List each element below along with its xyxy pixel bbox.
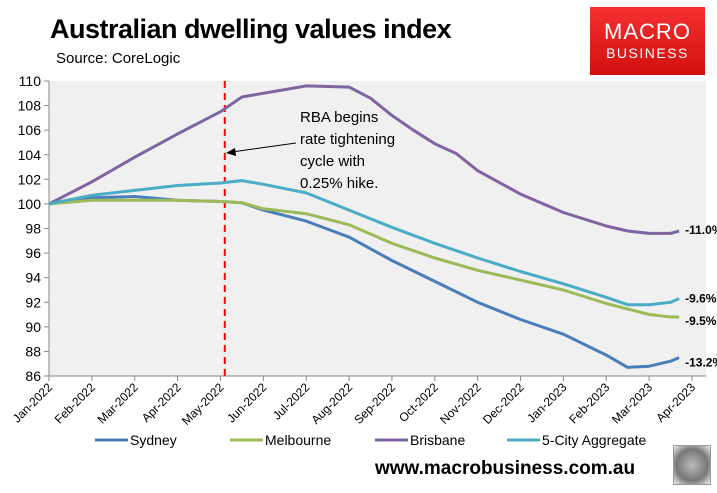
y-tick-label: 88 bbox=[25, 343, 41, 359]
y-tick-label: 96 bbox=[25, 245, 41, 261]
x-tick-label: Apr-2022 bbox=[139, 380, 184, 425]
end-label: -13.2% bbox=[685, 356, 717, 370]
x-tick-label: Apr-2023 bbox=[653, 380, 698, 425]
end-label: -9.6% bbox=[685, 292, 717, 306]
y-tick-label: 86 bbox=[25, 368, 41, 384]
end-label: -11.0% bbox=[685, 223, 717, 237]
y-tick-label: 106 bbox=[18, 122, 42, 138]
y-tick-label: 108 bbox=[18, 98, 42, 114]
series-line-melbourne bbox=[48, 198, 680, 319]
y-tick-label: 102 bbox=[18, 171, 42, 187]
x-tick-label: Feb-2022 bbox=[52, 380, 98, 426]
macrobusiness-logo: MACRO BUSINESS bbox=[590, 7, 705, 75]
plot-area bbox=[49, 81, 706, 376]
logo-line2: BUSINESS bbox=[606, 45, 689, 61]
chart-subtitle: Source: CoreLogic bbox=[56, 50, 181, 67]
x-tick-label: Jan-2022 bbox=[10, 380, 56, 426]
y-tick-label: 90 bbox=[25, 319, 41, 335]
logo-line1: MACRO bbox=[604, 19, 691, 44]
y-tick-label: 98 bbox=[25, 221, 41, 237]
annotation-text: 0.25% hike. bbox=[300, 175, 378, 192]
chart-title: Australian dwelling values index bbox=[50, 14, 452, 44]
x-tick-label: Feb-2023 bbox=[566, 380, 612, 426]
footer-url: www.macrobusiness.com.au bbox=[375, 458, 636, 479]
x-tick-label: Aug-2022 bbox=[308, 380, 355, 427]
annotation-text: rate tightening bbox=[300, 131, 395, 148]
y-tick-label: 92 bbox=[25, 294, 41, 310]
x-tick-label: Sep-2022 bbox=[351, 380, 398, 427]
end-label: -9.5% bbox=[685, 314, 717, 328]
arrow-head-icon bbox=[226, 148, 236, 156]
x-tick-label: Jul-2022 bbox=[270, 380, 313, 423]
legend-label: Sydney bbox=[130, 432, 177, 448]
series-line-5-city-aggregate bbox=[48, 179, 680, 307]
x-tick-label: Nov-2022 bbox=[437, 380, 484, 427]
legend-label: Melbourne bbox=[265, 432, 331, 448]
y-tick-label: 100 bbox=[18, 196, 42, 212]
y-tick-label: 110 bbox=[19, 73, 42, 89]
legend-label: Brisbane bbox=[410, 432, 465, 448]
x-tick-label: Mar-2022 bbox=[95, 380, 141, 426]
x-tick-label: Mar-2023 bbox=[609, 380, 655, 426]
annotation-text: cycle with bbox=[300, 153, 365, 170]
annotation-text: RBA begins bbox=[300, 109, 378, 126]
series-line-brisbane bbox=[48, 84, 680, 235]
wolf-logo-icon bbox=[673, 445, 711, 485]
y-tick-label: 94 bbox=[25, 270, 41, 286]
x-tick-label: May-2022 bbox=[179, 380, 227, 428]
annotation-arrow bbox=[231, 142, 297, 153]
x-tick-label: Oct-2022 bbox=[396, 380, 441, 425]
legend-label: 5-City Aggregate bbox=[542, 432, 646, 448]
x-tick-label: Jun-2022 bbox=[224, 380, 270, 426]
y-tick-label: 104 bbox=[18, 147, 42, 163]
x-tick-label: Dec-2022 bbox=[480, 380, 527, 427]
x-tick-label: Jan-2023 bbox=[524, 380, 570, 426]
